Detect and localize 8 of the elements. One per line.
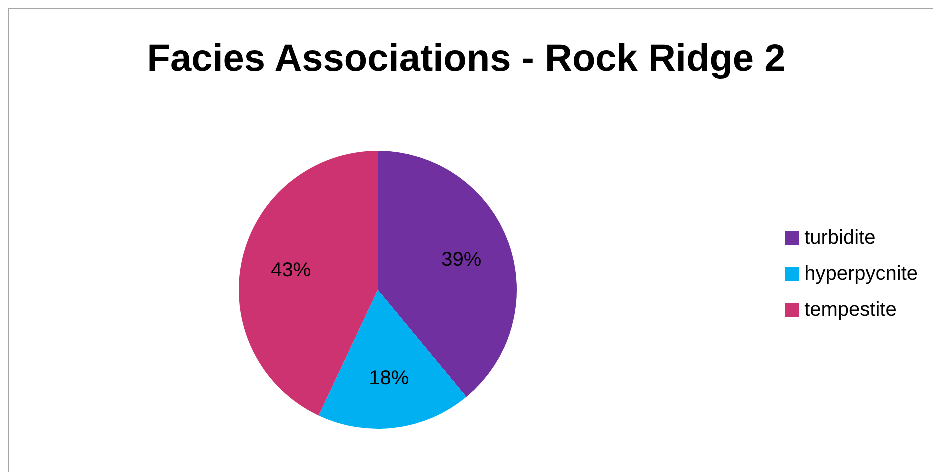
legend-label: hyperpycnite bbox=[804, 262, 918, 287]
legend-label: turbidite bbox=[804, 226, 876, 251]
data-label: 39% bbox=[442, 248, 482, 271]
data-label: 43% bbox=[271, 260, 312, 282]
chart-title: Facies Associations - Rock Ridge 2 bbox=[146, 38, 787, 81]
legend-label: tempestite bbox=[804, 298, 897, 323]
pie-slice bbox=[318, 290, 467, 429]
data-label: 18% bbox=[369, 367, 410, 390]
